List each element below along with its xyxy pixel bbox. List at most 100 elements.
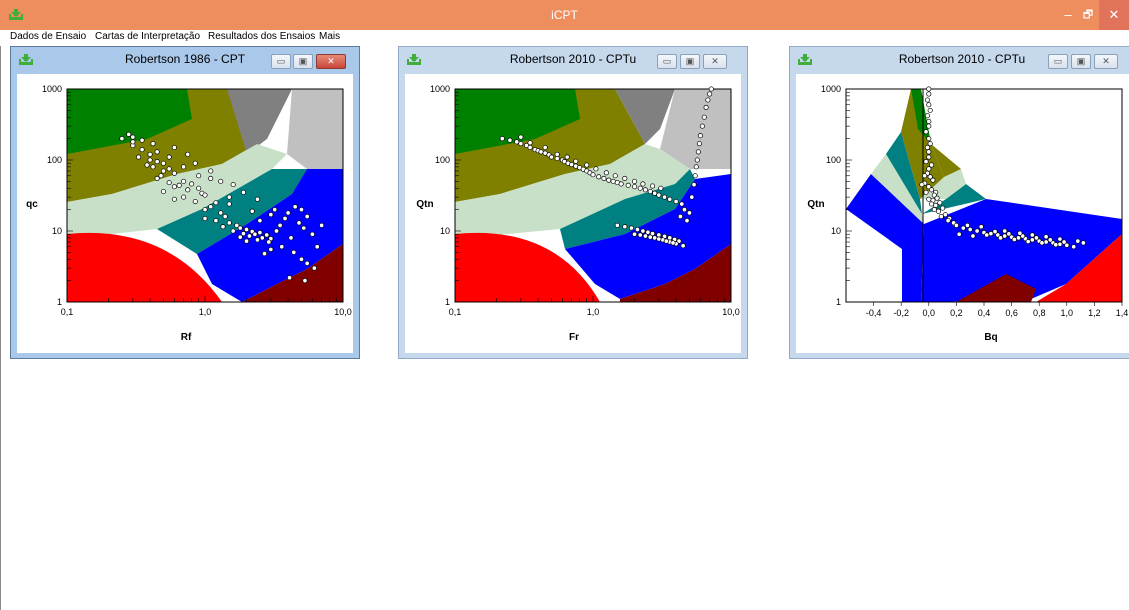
data-point	[158, 173, 164, 179]
plot-area: 1 10 100 1000 0,1 1,0 10,0 Rf qc	[17, 74, 353, 353]
close-button[interactable]: ✕	[1099, 0, 1129, 30]
data-point	[647, 188, 653, 195]
data-point	[679, 201, 685, 207]
app-logo-icon	[9, 9, 23, 20]
data-point	[590, 172, 596, 178]
window-maximize-button[interactable]: ▣	[293, 54, 313, 69]
data-point	[213, 200, 219, 206]
data-point	[218, 210, 224, 216]
data-point	[696, 141, 702, 147]
data-point	[246, 233, 253, 239]
data-point	[670, 240, 676, 246]
data-point	[243, 238, 250, 244]
data-point	[1047, 237, 1053, 243]
data-point	[181, 194, 187, 200]
data-point	[218, 178, 224, 184]
data-point	[584, 162, 590, 168]
menu-mais[interactable]: Mais	[319, 31, 341, 42]
data-point	[222, 213, 228, 220]
data-point	[237, 225, 243, 231]
menu-resultados-dos-ensaios[interactable]: Resultados dos Ensaios	[208, 31, 316, 42]
window-close-button[interactable]: ✕	[316, 54, 346, 69]
y-tick-label: 100	[47, 155, 62, 165]
mdi-left-border	[0, 46, 1, 610]
data-point	[296, 220, 302, 226]
menu-cartas-de-interpretacao[interactable]: Cartas de Interpretação	[95, 31, 201, 42]
data-point	[988, 231, 994, 237]
data-point	[181, 164, 187, 170]
app-title: iCPT	[551, 8, 578, 22]
x-tick-label: 1,0	[1061, 308, 1074, 318]
y-axis-label: qc	[26, 199, 38, 210]
data-point	[257, 230, 263, 236]
x-tick-label: 1,0	[587, 307, 600, 317]
minimize-button[interactable]: –	[1064, 7, 1072, 22]
data-point	[667, 196, 673, 202]
data-point	[926, 136, 932, 142]
data-point	[130, 139, 136, 145]
data-point	[1057, 241, 1063, 247]
chart-window-robertson-2010-fr: Robertson 2010 - CPTu ▭ ▣ ✕ 1 10 100 1000 0,…	[398, 46, 748, 359]
window-maximize-button[interactable]: ▣	[1071, 54, 1091, 69]
data-point	[548, 154, 555, 160]
x-tick-label: 0,0	[923, 308, 936, 318]
data-point	[937, 200, 943, 206]
data-point	[136, 154, 142, 160]
data-point	[538, 149, 544, 155]
data-point	[282, 215, 288, 222]
window-close-button[interactable]: ✕	[703, 54, 727, 69]
y-axis-label: Qtn	[807, 199, 824, 210]
data-point	[926, 154, 932, 160]
data-point	[931, 207, 937, 213]
data-point	[171, 170, 177, 176]
window-minimize-button[interactable]: ▭	[271, 54, 291, 69]
data-point	[234, 222, 240, 228]
data-point	[192, 160, 198, 166]
data-point	[1029, 237, 1035, 243]
data-point	[692, 173, 698, 179]
data-point	[610, 178, 616, 184]
data-point	[964, 222, 970, 228]
window-logo-icon	[407, 54, 421, 65]
data-point	[274, 228, 280, 234]
window-title: Robertson 1986 - CPT	[124, 52, 246, 66]
data-point	[1075, 238, 1081, 244]
data-point	[130, 134, 136, 140]
data-point	[691, 182, 697, 188]
data-point	[656, 232, 662, 238]
restore-button[interactable]: 🗗	[1082, 9, 1094, 21]
x-tick-label: 0,2	[950, 308, 963, 318]
data-point	[922, 173, 928, 179]
data-point	[926, 91, 932, 97]
data-point	[1053, 242, 1059, 248]
data-point	[1011, 236, 1017, 243]
data-point	[542, 144, 548, 151]
data-point	[923, 159, 929, 165]
data-point	[622, 224, 628, 230]
data-point	[645, 229, 651, 235]
data-point	[934, 195, 940, 201]
data-point	[192, 198, 198, 205]
data-point	[266, 239, 272, 245]
soil-zone-polygons	[455, 89, 731, 302]
x-tick-label: -0,2	[893, 308, 909, 318]
window-minimize-button[interactable]: ▭	[657, 54, 677, 69]
data-point	[1033, 235, 1039, 241]
x-tick-label: 0,8	[1033, 308, 1046, 318]
data-point	[226, 220, 232, 226]
app-titlebar: iCPT – 🗗 ✕	[0, 0, 1129, 30]
data-point	[919, 182, 925, 188]
data-point	[658, 185, 664, 191]
data-point	[189, 181, 195, 187]
window-maximize-button[interactable]: ▣	[680, 54, 700, 69]
data-point	[707, 91, 713, 97]
data-point	[139, 147, 145, 153]
data-point	[220, 224, 226, 230]
window-title: Robertson 2010 - CPTu	[509, 52, 637, 66]
data-point	[1080, 240, 1086, 246]
data-point	[518, 134, 524, 140]
window-minimize-button[interactable]: ▭	[1048, 54, 1068, 69]
data-point	[166, 180, 172, 186]
menu-dados-de-ensaio[interactable]: Dados de Ensaio	[10, 31, 87, 42]
window-close-button[interactable]: ✕	[1094, 54, 1118, 69]
